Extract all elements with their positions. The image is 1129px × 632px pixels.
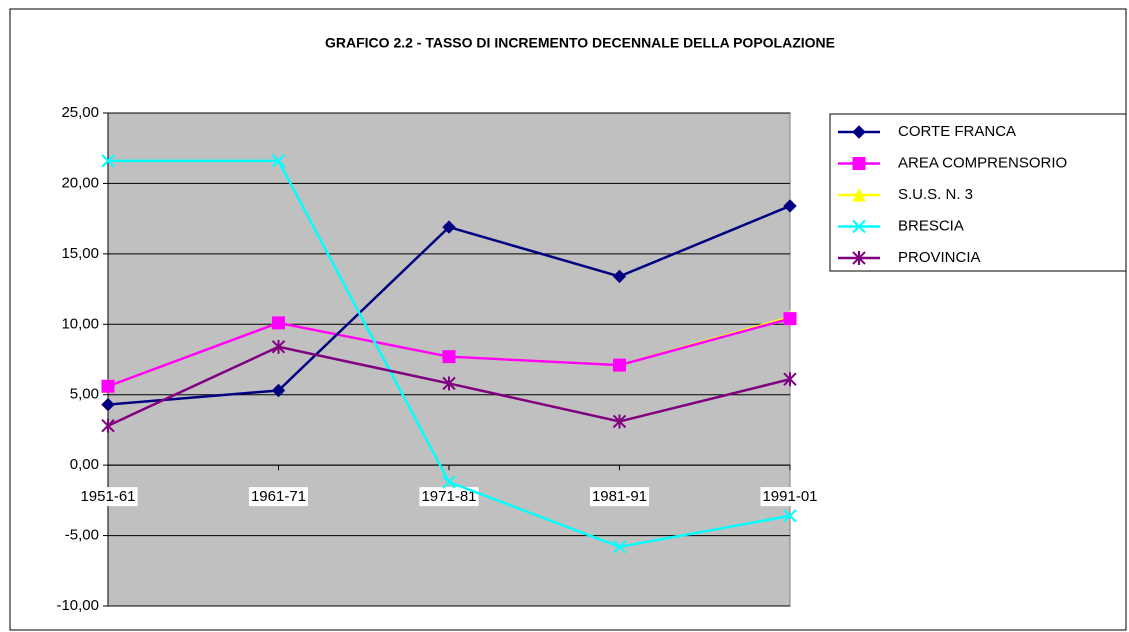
- marker: [783, 372, 797, 387]
- y-tick-label: 25,00: [61, 104, 99, 121]
- marker: [101, 418, 115, 433]
- legend-label: S.U.S. N. 3: [898, 186, 973, 203]
- marker: [442, 376, 456, 391]
- x-tick-label-bg: [589, 487, 650, 507]
- marker: [612, 269, 627, 284]
- marker: [783, 509, 797, 523]
- x-tick-label: 1991-01: [762, 488, 817, 505]
- marker: [442, 220, 456, 234]
- marker: [852, 251, 866, 265]
- x-tick-label-bg: [78, 487, 138, 507]
- y-tick-label: 15,00: [61, 245, 99, 262]
- marker: [783, 312, 797, 326]
- marker: [101, 154, 115, 168]
- marker: [271, 154, 286, 168]
- marker: [271, 383, 286, 398]
- marker: [101, 379, 115, 393]
- x-tick-label: 1981-91: [592, 488, 647, 505]
- marker: [783, 199, 797, 213]
- y-tick-label: -5,00: [65, 527, 99, 544]
- marker: [612, 414, 627, 429]
- chart-title: GRAFICO 2.2 - TASSO DI INCREMENTO DECENN…: [325, 35, 835, 51]
- marker: [101, 397, 115, 412]
- y-tick-label: 20,00: [61, 174, 99, 191]
- marker: [612, 540, 627, 554]
- y-tick-label: 10,00: [61, 315, 99, 332]
- x-tick-label: 1951-61: [80, 488, 135, 505]
- marker: [613, 358, 626, 372]
- x-tick-label: 1971-81: [421, 488, 476, 505]
- marker: [852, 219, 866, 234]
- y-tick-label: -10,00: [56, 597, 99, 614]
- marker: [852, 187, 866, 202]
- marker: [852, 125, 866, 139]
- y-tick-label: 0,00: [70, 456, 99, 473]
- legend-label: PROVINCIA: [898, 249, 981, 266]
- legend-label: AREA COMPRENSORIO: [898, 154, 1067, 171]
- legend: [829, 113, 1127, 272]
- x-tick-label-bg: [760, 487, 820, 507]
- marker: [271, 339, 286, 354]
- marker: [272, 316, 285, 330]
- y-tick-label: 5,00: [70, 386, 99, 403]
- x-tick-label: 1961-71: [251, 488, 306, 505]
- legend-label: CORTE FRANCA: [898, 123, 1016, 140]
- marker: [852, 157, 866, 170]
- x-tick-label-bg: [419, 487, 479, 507]
- marker: [442, 475, 456, 489]
- marker: [442, 350, 456, 364]
- legend-label: BRESCIA: [898, 217, 964, 234]
- x-tick-label-bg: [248, 487, 309, 507]
